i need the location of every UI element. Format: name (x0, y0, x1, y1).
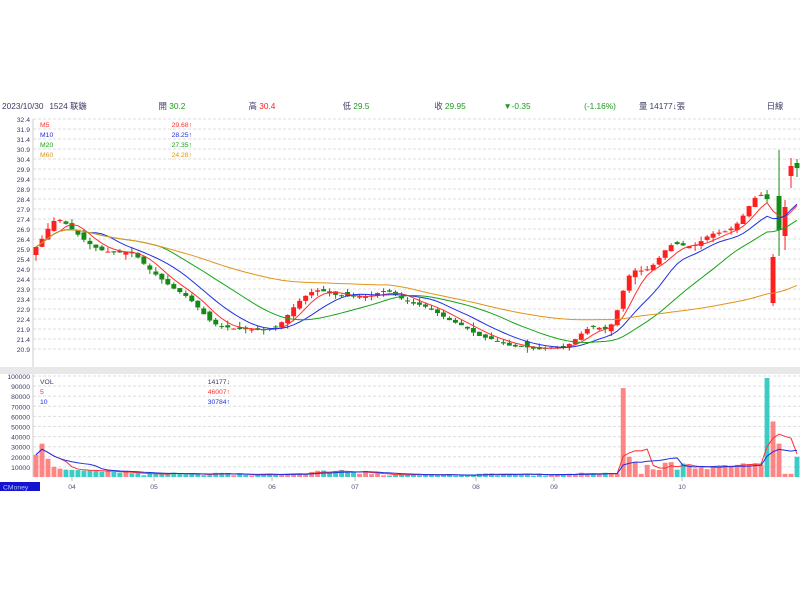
svg-text:27.35↑: 27.35↑ (172, 142, 192, 149)
svg-text:量 14177↓張: 量 14177↓張 (639, 101, 686, 111)
svg-text:90000: 90000 (11, 384, 30, 391)
svg-text:04: 04 (68, 484, 76, 491)
svg-text:28.9: 28.9 (17, 187, 30, 194)
svg-text:05: 05 (150, 484, 158, 491)
svg-text:21.4: 21.4 (17, 337, 30, 344)
svg-text:26.4: 26.4 (17, 237, 30, 244)
svg-text:09: 09 (550, 484, 558, 491)
svg-text:(-1.16%): (-1.16%) (584, 101, 616, 111)
svg-text:▼-0.35: ▼-0.35 (503, 101, 531, 111)
svg-text:28.4: 28.4 (17, 197, 30, 204)
svg-text:26.9: 26.9 (17, 227, 30, 234)
svg-text:60000: 60000 (11, 414, 30, 421)
svg-text:M10: M10 (40, 132, 53, 139)
svg-text:23.9: 23.9 (17, 287, 30, 294)
svg-text:50000: 50000 (11, 425, 30, 432)
svg-text:14177↓: 14177↓ (208, 379, 230, 386)
svg-text:08: 08 (472, 484, 480, 491)
svg-text:46007↑: 46007↑ (208, 389, 230, 396)
svg-text:開 30.2: 開 30.2 (159, 101, 186, 111)
svg-text:5: 5 (40, 389, 44, 396)
svg-text:M20: M20 (40, 142, 53, 149)
svg-text:25.4: 25.4 (17, 257, 30, 264)
svg-text:10: 10 (40, 399, 48, 406)
svg-text:20000: 20000 (11, 455, 30, 462)
svg-text:CMoney: CMoney (3, 485, 29, 492)
svg-text:低 29.5: 低 29.5 (343, 101, 370, 111)
svg-text:07: 07 (351, 484, 359, 491)
svg-text:29.9: 29.9 (17, 167, 30, 174)
svg-text:31.4: 31.4 (17, 137, 30, 144)
svg-text:28.25↑: 28.25↑ (172, 132, 192, 139)
svg-text:1524 联鍦: 1524 联鍦 (49, 101, 86, 111)
svg-text:80000: 80000 (11, 394, 30, 401)
svg-text:23.4: 23.4 (17, 297, 30, 304)
svg-text:29.4: 29.4 (17, 177, 30, 184)
svg-text:22.9: 22.9 (17, 307, 30, 314)
svg-text:24.4: 24.4 (17, 277, 30, 284)
svg-text:30.4: 30.4 (17, 157, 30, 164)
svg-text:21.9: 21.9 (17, 327, 30, 334)
svg-text:27.4: 27.4 (17, 217, 30, 224)
svg-text:70000: 70000 (11, 404, 30, 411)
svg-text:06: 06 (268, 484, 276, 491)
svg-text:M5: M5 (40, 122, 50, 129)
svg-text:40000: 40000 (11, 435, 30, 442)
svg-text:10000: 10000 (11, 465, 30, 472)
svg-text:29.68↑: 29.68↑ (172, 122, 192, 129)
svg-text:高 30.4: 高 30.4 (249, 101, 276, 111)
svg-text:20.9: 20.9 (17, 347, 30, 354)
svg-text:31.9: 31.9 (17, 127, 30, 134)
svg-text:22.4: 22.4 (17, 317, 30, 324)
svg-text:日線: 日線 (767, 101, 784, 111)
svg-text:30000: 30000 (11, 445, 30, 452)
svg-text:100000: 100000 (7, 374, 30, 381)
svg-text:M60: M60 (40, 152, 53, 159)
svg-text:30784↑: 30784↑ (208, 399, 230, 406)
svg-text:25.9: 25.9 (17, 247, 30, 254)
svg-text:10: 10 (678, 484, 686, 491)
svg-text:收 29.95: 收 29.95 (434, 101, 466, 111)
svg-text:VOL: VOL (40, 379, 54, 386)
svg-text:24.9: 24.9 (17, 267, 30, 274)
svg-text:2023/10/30: 2023/10/30 (2, 101, 44, 111)
svg-text:32.4: 32.4 (17, 117, 30, 124)
svg-text:30.9: 30.9 (17, 147, 30, 154)
svg-text:24.28↑: 24.28↑ (172, 152, 192, 159)
svg-text:27.9: 27.9 (17, 207, 30, 214)
